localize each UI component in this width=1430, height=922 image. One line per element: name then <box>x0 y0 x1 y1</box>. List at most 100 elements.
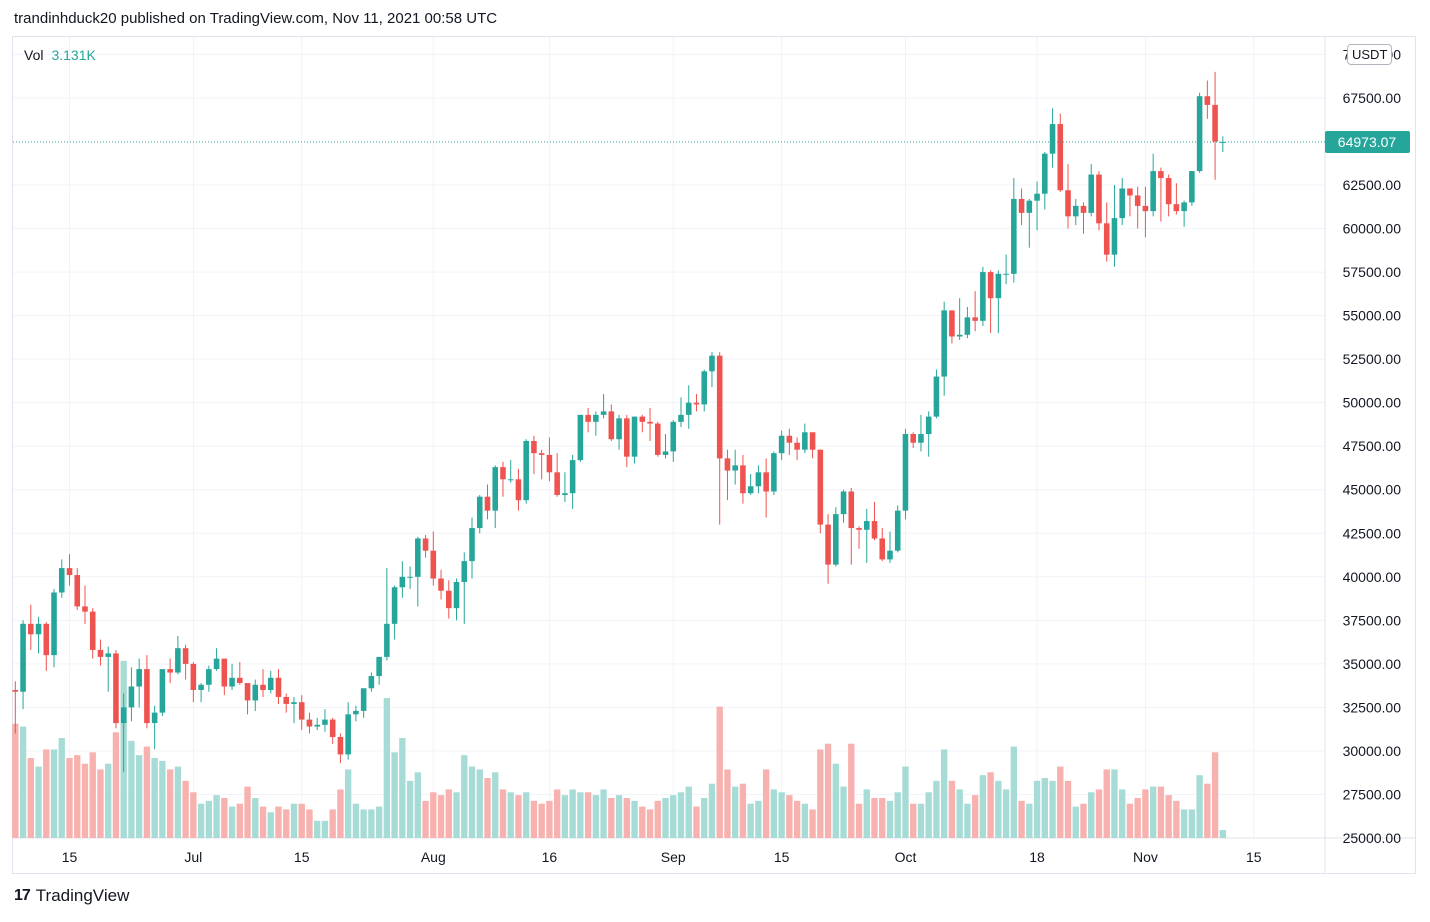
volume-bar <box>1204 783 1211 838</box>
candle-body <box>113 653 119 724</box>
candle-body <box>933 376 940 417</box>
volume-bar <box>43 749 50 838</box>
volume-bar <box>383 698 391 838</box>
volume-bar <box>1026 803 1033 838</box>
candle-body <box>384 623 390 657</box>
candle-body <box>740 465 746 494</box>
volume-bar <box>399 738 406 838</box>
volume-bar <box>437 795 445 838</box>
last-price-badge <box>1325 130 1410 153</box>
volume-bar <box>724 769 731 838</box>
volume-bar <box>631 800 638 838</box>
tradingview-brand[interactable]: 17 TradingView <box>14 886 129 906</box>
volume-legend: Vol 3.131K <box>24 47 96 63</box>
candle-body <box>616 418 622 440</box>
volume-bar <box>879 798 886 838</box>
candle-body <box>291 702 297 704</box>
volume-bar <box>298 803 305 838</box>
candle-body <box>1103 223 1110 255</box>
volume-bar <box>863 789 870 838</box>
candle-body <box>817 449 824 525</box>
candle-body <box>229 677 235 687</box>
candle-body <box>949 310 955 337</box>
time-tick-label: 15 <box>774 849 790 865</box>
candle-body <box>964 317 971 335</box>
volume-bar <box>1142 789 1149 838</box>
price-tick-label: 60000.00 <box>1343 221 1402 237</box>
volume-bar <box>1111 769 1118 838</box>
candle-body <box>778 435 785 454</box>
candle-body <box>1049 124 1056 154</box>
candle-body <box>453 582 460 609</box>
candle-body <box>639 416 646 422</box>
candle-body <box>910 434 916 443</box>
volume-bar <box>228 806 236 838</box>
candle-body <box>1003 273 1009 275</box>
candle-body <box>794 442 800 450</box>
candle-body <box>1111 218 1118 255</box>
brand-name: TradingView <box>35 886 130 905</box>
candle-body <box>476 496 483 529</box>
volume-bar <box>600 789 607 838</box>
volume-bar <box>105 763 112 838</box>
time-tick-label: Sep <box>661 849 686 865</box>
volume-bar <box>569 789 576 838</box>
volume-bar <box>406 780 414 838</box>
volume-bar <box>708 783 716 838</box>
volume-bar <box>732 786 739 838</box>
volume-bar <box>1103 769 1110 838</box>
volume-bar <box>1134 798 1141 838</box>
candle-body <box>1026 200 1033 213</box>
candle-body <box>1119 188 1125 219</box>
price-tick-label: 30000.00 <box>1343 743 1402 759</box>
volume-bar <box>1188 809 1196 838</box>
volume-bar <box>1196 775 1203 838</box>
volume-bar <box>832 763 839 838</box>
candle-body <box>376 656 382 677</box>
volume-bar <box>81 763 89 838</box>
time-axis: 15 Jul 15 Aug 16 Sep 15 Oct 18 Nov 15 <box>62 849 1262 865</box>
candles <box>12 71 1226 772</box>
tradingview-logo-icon: 17 <box>14 887 31 904</box>
volume-bar <box>1080 803 1087 838</box>
candle-body <box>1173 204 1180 212</box>
volume-bar <box>329 809 336 838</box>
volume-bar <box>205 800 213 838</box>
candle-body <box>167 669 173 673</box>
candle-body <box>693 402 700 405</box>
candle-body <box>237 677 243 684</box>
volume-bar <box>143 746 151 838</box>
volume-bar <box>182 780 189 838</box>
volume-bar <box>267 812 274 838</box>
candle-body <box>306 719 313 727</box>
candle-body <box>415 538 421 577</box>
candle-body <box>198 684 204 690</box>
candle-body <box>206 669 212 685</box>
volume-bar <box>855 803 863 838</box>
volume-bar <box>453 792 460 838</box>
candle-body <box>507 479 514 481</box>
volume-bar <box>1126 803 1134 838</box>
volume-bar <box>1088 792 1095 838</box>
volume-bar <box>1095 789 1103 838</box>
volume-bar <box>1211 752 1219 838</box>
volume-bar <box>128 740 135 838</box>
time-tick-label: 16 <box>542 849 558 865</box>
volume-bar <box>584 792 592 838</box>
candle-body <box>523 440 529 501</box>
candle-body <box>631 416 638 457</box>
candle-body <box>585 414 591 422</box>
candle-body <box>407 576 413 578</box>
volume-bar <box>360 809 367 838</box>
price-tick-label: 32500.00 <box>1343 699 1402 715</box>
candle-body <box>120 707 127 724</box>
volume-bar <box>561 795 569 838</box>
candle-body <box>1011 198 1017 274</box>
volume-bar <box>283 809 290 838</box>
candle-body <box>484 496 491 511</box>
price-tick-label: 40000.00 <box>1343 569 1402 585</box>
volume-bar <box>995 780 1002 838</box>
volume-bar <box>275 806 282 838</box>
currency-button[interactable]: USDT <box>1347 44 1393 65</box>
